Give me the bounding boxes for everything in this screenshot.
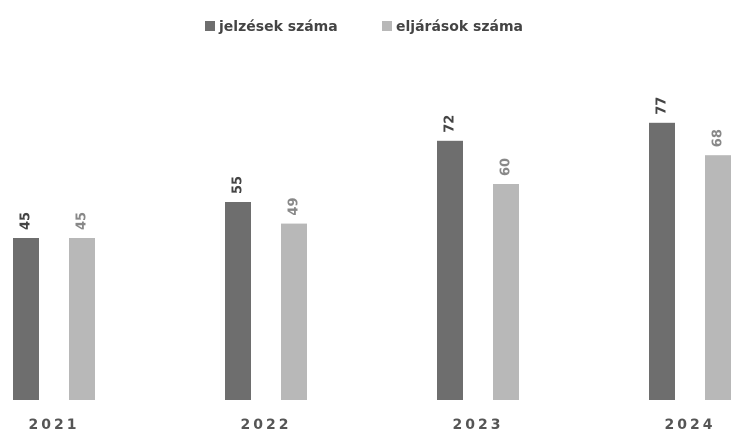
data-label: 55	[231, 176, 246, 194]
data-label: 60	[499, 158, 514, 176]
x-tick-label: 2023	[453, 417, 504, 433]
data-label: 45	[19, 212, 34, 230]
bar	[281, 223, 307, 400]
legend-label: jelzések száma	[218, 19, 338, 35]
legend-swatch	[205, 21, 215, 31]
bar	[225, 202, 251, 400]
data-label: 77	[655, 97, 670, 115]
x-tick-label: 2022	[241, 417, 292, 433]
legend-swatch	[382, 21, 392, 31]
bar	[649, 122, 675, 401]
data-label: 68	[711, 129, 726, 147]
x-tick-label: 2024	[665, 417, 716, 433]
bar	[13, 238, 39, 400]
data-label: 45	[75, 212, 90, 230]
bar	[69, 238, 95, 400]
bar	[493, 184, 519, 400]
bar	[437, 140, 463, 401]
data-label: 49	[287, 198, 302, 216]
data-label: 72	[443, 115, 458, 133]
x-tick-label: 2021	[29, 417, 80, 433]
bar	[705, 155, 731, 400]
legend-label: eljárások száma	[396, 19, 523, 35]
